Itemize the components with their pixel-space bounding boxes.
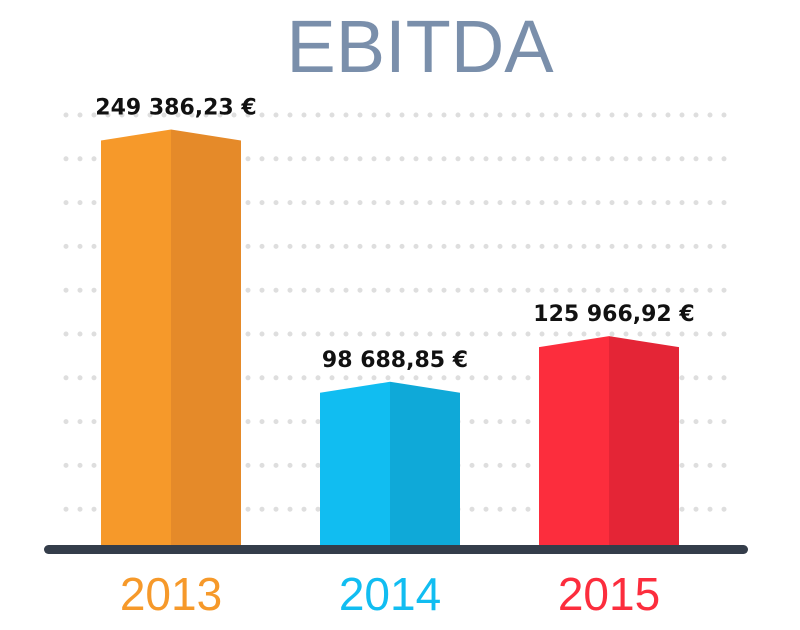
value-label-2015: 125 966,92 € [533, 302, 694, 327]
bar-side-face [171, 129, 241, 547]
chart-title: EBITDA [286, 5, 554, 88]
bar-side-face [609, 336, 679, 547]
x-tick-label-2014: 2014 [339, 568, 441, 620]
bar-2014 [320, 381, 460, 547]
bar-front-face [539, 336, 609, 547]
x-axis-baseline [44, 545, 748, 554]
bar-2015 [539, 336, 679, 547]
x-tick-label-2015: 2015 [558, 568, 660, 620]
bar-front-face [101, 129, 171, 547]
bar-front-face [320, 381, 390, 547]
bar-2013 [101, 129, 241, 547]
bar-side-face [390, 381, 460, 547]
labels: 249 386,23 € 2013 98 688,85 € 2014 125 966,9… [95, 96, 694, 620]
value-label-2013: 249 386,23 € [95, 96, 256, 121]
bars [101, 129, 679, 547]
value-label-2014: 98 688,85 € [322, 348, 468, 373]
x-tick-label-2013: 2013 [120, 568, 222, 620]
